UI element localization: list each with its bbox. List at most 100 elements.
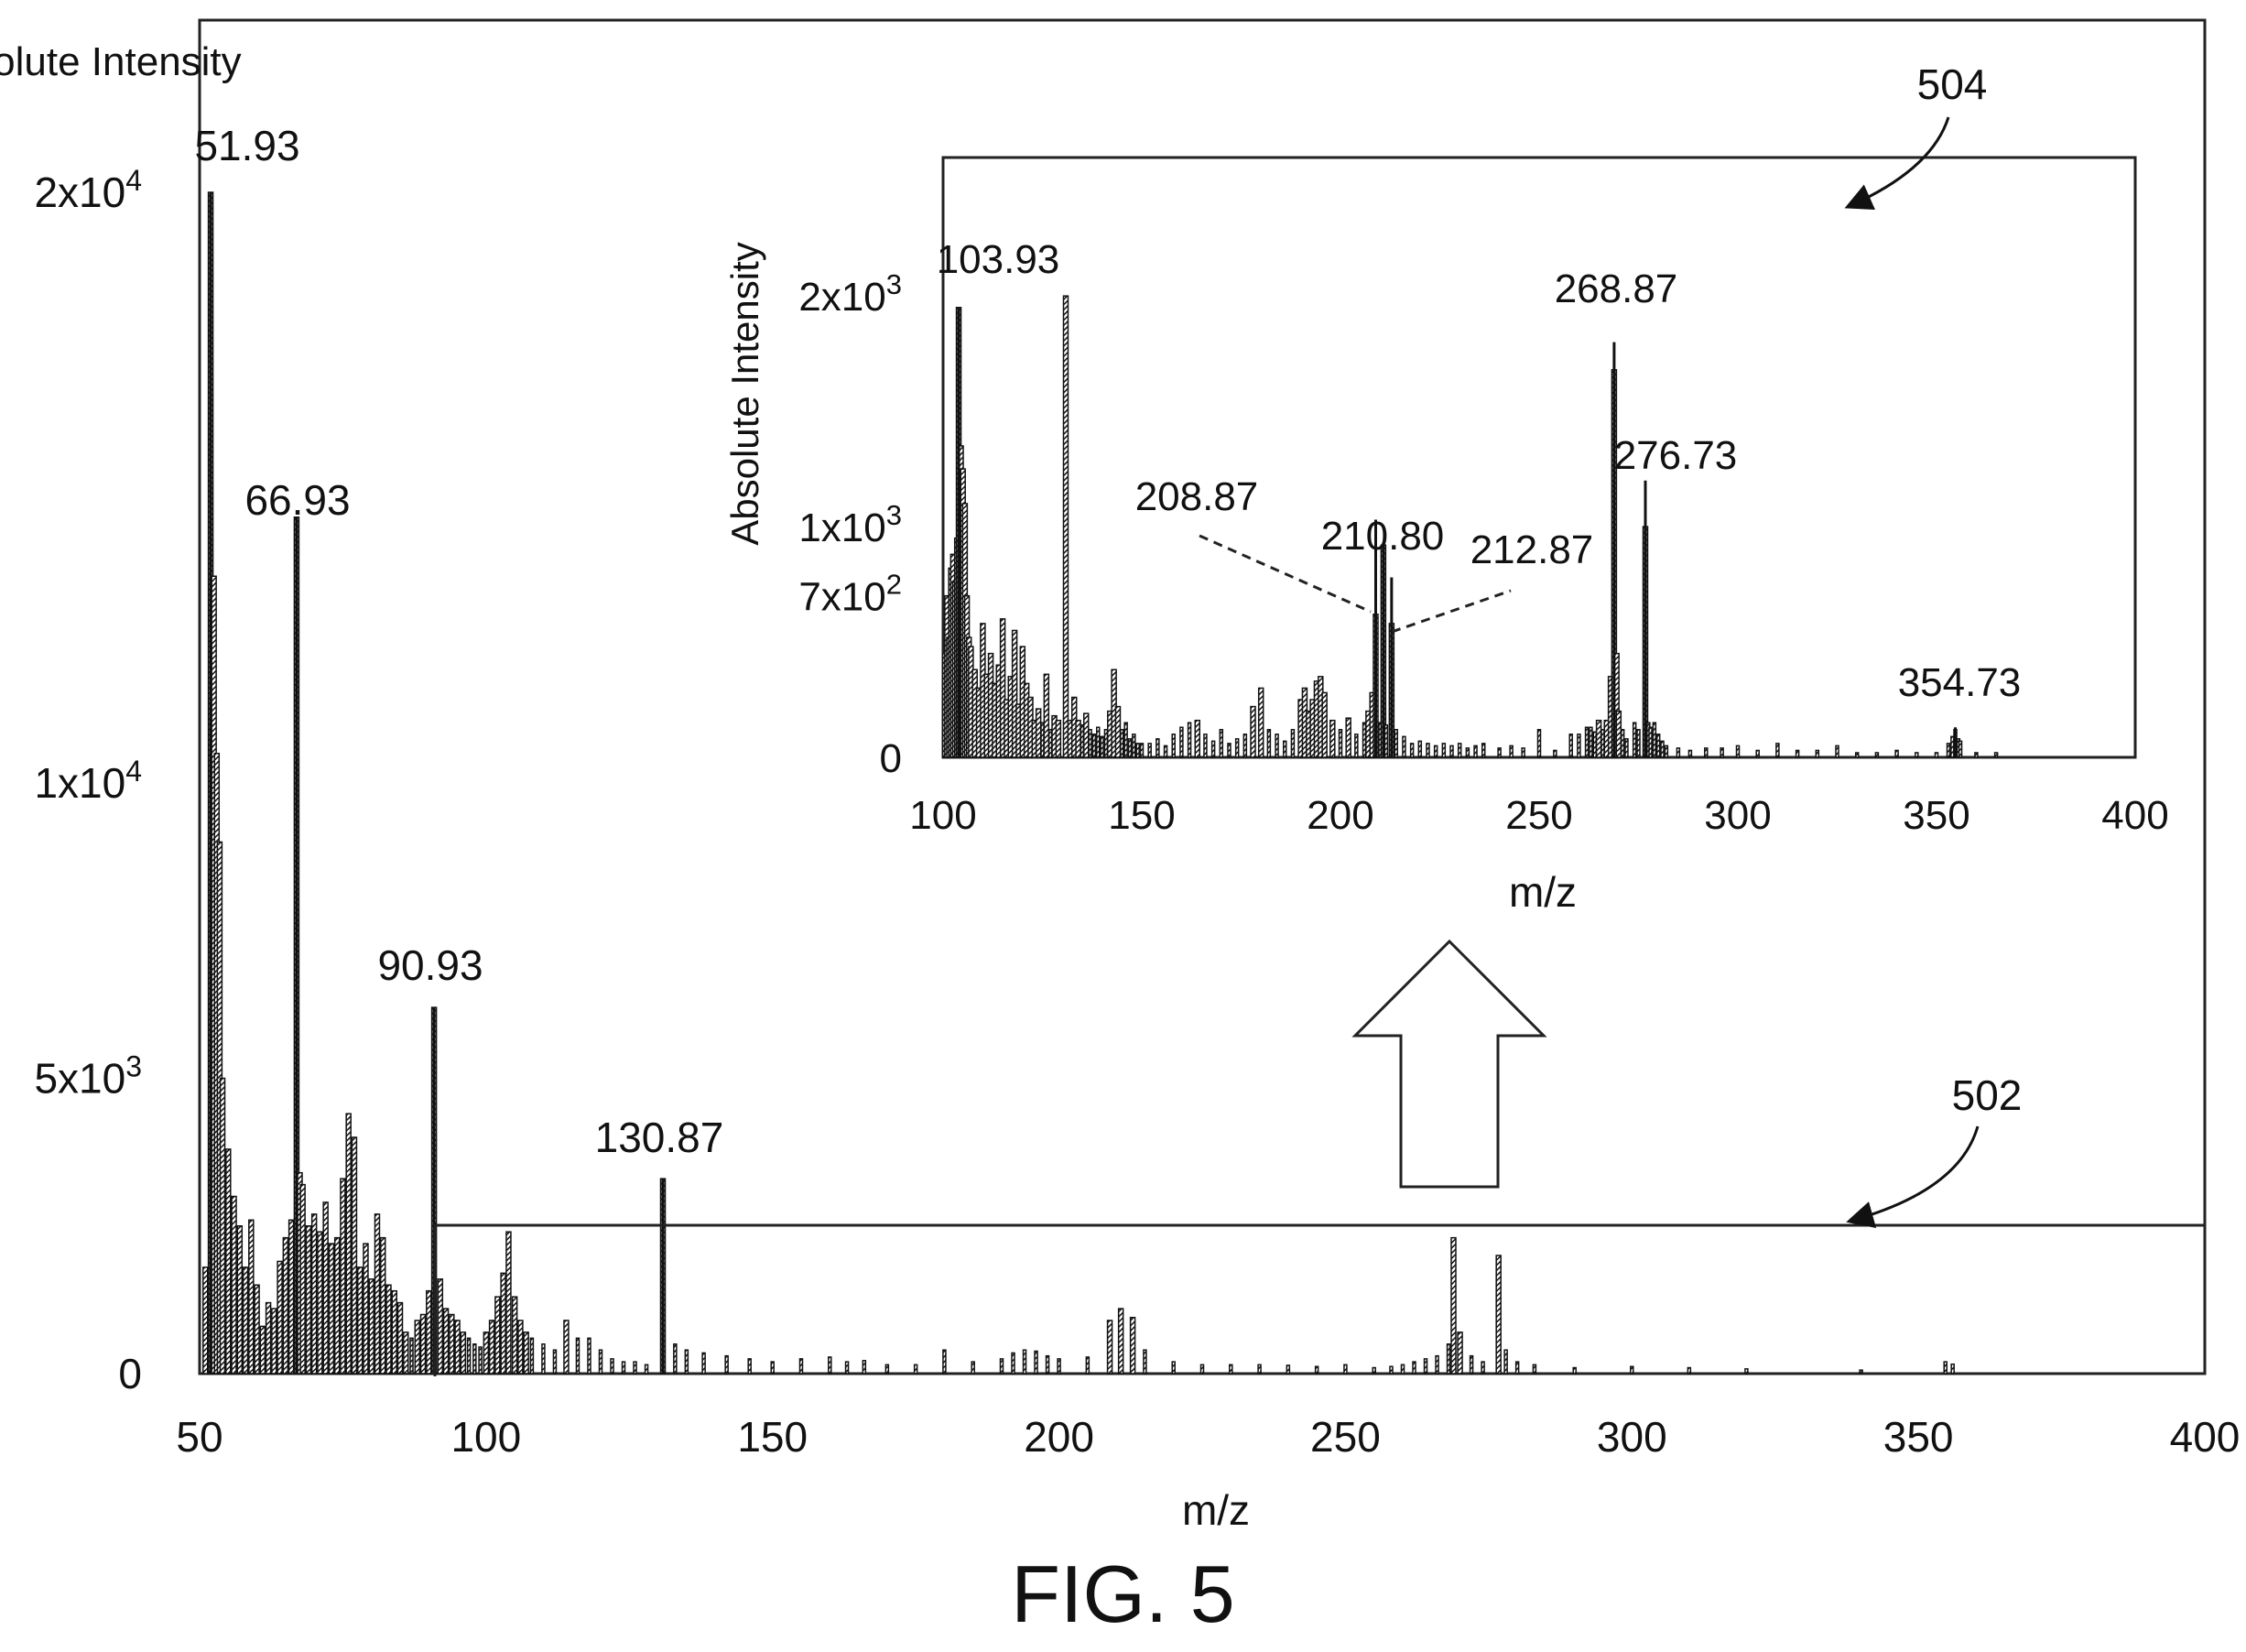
spectrum-bar xyxy=(1219,729,1224,758)
spectrum-bar xyxy=(1117,1308,1124,1375)
spectrum-bar xyxy=(1423,1358,1428,1375)
spectrum-bar xyxy=(1127,738,1133,758)
figure-caption: FIG. 5 xyxy=(1011,1549,1235,1639)
x-tick-label: 400 xyxy=(2101,793,2168,838)
spectrum-bar xyxy=(511,1296,518,1375)
spectrum-bar xyxy=(1257,1364,1262,1375)
spectrum-bar xyxy=(231,1195,237,1375)
spectrum-bar xyxy=(913,1364,918,1375)
spectrum-bar xyxy=(517,1320,524,1375)
spectrum-bar xyxy=(1934,752,1939,758)
spectrum-bar xyxy=(1179,726,1184,758)
spectrum-bar xyxy=(472,1343,477,1375)
inset-peak-labels: 103.93 268.87 276.73 210.80 208.87 212.87 354.… xyxy=(937,237,2022,705)
x-tick-label: 200 xyxy=(1024,1413,1094,1461)
spectrum-bar xyxy=(1553,749,1557,758)
spectrum-bar xyxy=(1664,744,1669,758)
spectrum-bar xyxy=(1080,723,1085,758)
spectrum-bar xyxy=(1234,738,1240,758)
y-tick-label: 0 xyxy=(880,736,902,781)
spectrum-bar xyxy=(1815,749,1820,758)
spectrum-bar xyxy=(1584,726,1590,758)
x-tick-label: 250 xyxy=(1505,793,1572,838)
spectrum-bar xyxy=(1720,747,1724,758)
main-peak-labels: 51.93 66.93 90.93 130.87 xyxy=(194,122,723,1161)
spectrum-bar xyxy=(1660,740,1665,758)
spectrum-bar xyxy=(449,1313,455,1375)
spectrum-bar xyxy=(1409,743,1415,758)
spectrum-bar xyxy=(396,1301,404,1375)
spectrum-bar xyxy=(1354,734,1359,758)
spectrum-bar xyxy=(1275,734,1279,758)
spectrum-bar xyxy=(1139,743,1145,758)
spectrum-bar xyxy=(798,1358,804,1375)
peak-label: 210.80 xyxy=(1321,514,1445,559)
spectrum-bar xyxy=(1589,726,1593,758)
spectrum-bar xyxy=(254,1284,260,1375)
spectrum-bar xyxy=(1457,743,1462,758)
x-tick-label: 400 xyxy=(2170,1413,2241,1461)
spectrum-bar xyxy=(1630,1365,1634,1375)
spectrum-bar xyxy=(414,1320,421,1375)
spectrum-bar xyxy=(1199,1364,1205,1375)
peak-label: 212.87 xyxy=(1470,527,1594,572)
peak-label: 103.93 xyxy=(937,237,1060,282)
spectrum-bar xyxy=(242,1266,249,1375)
spectrum-bar xyxy=(1755,749,1760,758)
spectrum-bar xyxy=(1372,1366,1376,1375)
spectrum-bar xyxy=(225,1148,232,1375)
spectrum-bar xyxy=(1194,719,1201,758)
spectrum-bar xyxy=(1143,1349,1147,1375)
spectrum-bar xyxy=(1203,734,1208,758)
spectrum-bar xyxy=(437,1278,444,1375)
peak-label: 51.93 xyxy=(194,122,299,169)
spectrum-bar xyxy=(1088,729,1092,758)
spectrum-bar xyxy=(1795,749,1800,758)
spectrum-bar xyxy=(1592,731,1598,758)
spectrum-bar xyxy=(747,1358,752,1375)
inset-y-tick-labels: 0 7x102 1x103 2x103 xyxy=(798,268,902,781)
spectrum-bar xyxy=(1400,1364,1405,1375)
spectrum-bar xyxy=(1210,740,1216,758)
spectrum-bar xyxy=(1120,729,1124,758)
spectrum-bar xyxy=(1103,729,1109,758)
spectrum-bar xyxy=(1676,747,1681,758)
spectrum-bar xyxy=(1062,295,1069,758)
callout-502-arrow xyxy=(1846,1125,1980,1228)
x-tick-label: 100 xyxy=(909,793,976,838)
spectrum-bar xyxy=(1894,749,1899,758)
spectrum-bar xyxy=(345,1113,352,1375)
spectrum-bar xyxy=(1435,1354,1439,1375)
spectrum-bar xyxy=(1286,1364,1291,1375)
spectrum-bar xyxy=(610,1358,614,1375)
spectrum-bar xyxy=(1329,719,1336,758)
spectrum-bar xyxy=(1412,1361,1416,1375)
spectrum-bar xyxy=(1655,734,1661,758)
spectrum-bar xyxy=(1314,1365,1319,1375)
spectrum-bar xyxy=(1469,1354,1474,1375)
spectrum-bar xyxy=(265,1301,272,1375)
spectrum-bar xyxy=(328,1243,335,1375)
spectrum-bar xyxy=(1402,735,1406,758)
spectrum-bar xyxy=(1446,1343,1451,1375)
y-tick-label: 1x104 xyxy=(34,755,142,807)
spectrum-bar xyxy=(259,1325,266,1375)
y-tick-label: 7x102 xyxy=(798,569,902,620)
spectrum-bar xyxy=(1011,629,1018,758)
x-tick-label: 300 xyxy=(1597,1413,1667,1461)
spectrum-bar xyxy=(1636,729,1641,758)
x-tick-label: 350 xyxy=(1883,1413,1954,1461)
spectrum-bar xyxy=(1156,738,1160,758)
inset-y-axis-label: Absolute Intensity xyxy=(723,242,766,546)
spectrum-bar xyxy=(1704,747,1709,758)
spectrum-bar xyxy=(1497,747,1502,758)
spectrum-bar xyxy=(621,1361,626,1375)
spectrum-bar xyxy=(379,1236,386,1375)
y-tick-label: 2x103 xyxy=(798,268,902,320)
spectrum-bar xyxy=(1433,744,1438,758)
main-y-tick-labels: 0 5x103 1x104 2x104 xyxy=(34,164,142,1397)
spectrum-bar xyxy=(1495,1255,1502,1375)
spectrum-bar xyxy=(541,1343,546,1375)
spectrum-bar xyxy=(1744,1368,1749,1375)
